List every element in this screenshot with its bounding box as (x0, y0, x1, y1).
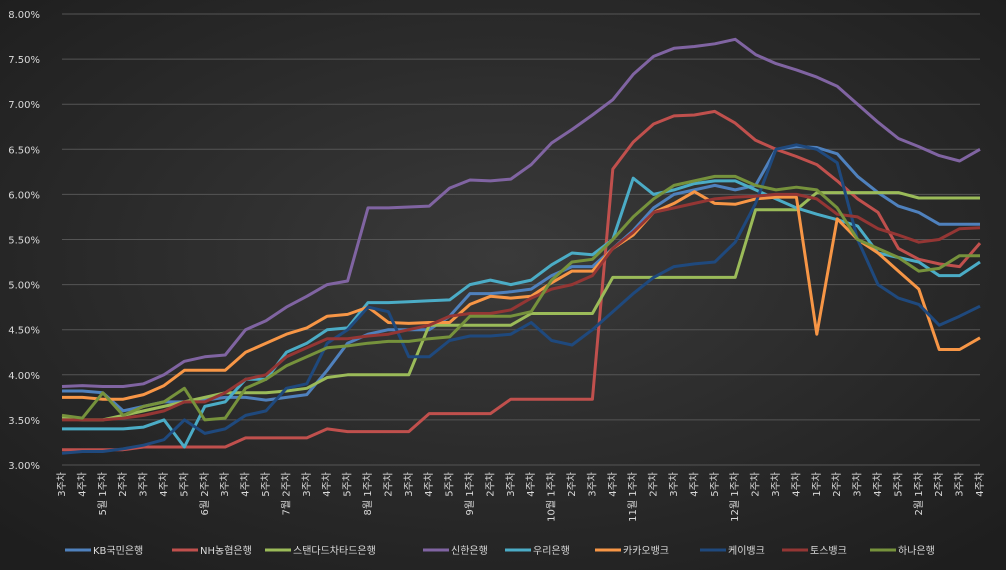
x-tick-label: 5주차 (342, 472, 354, 497)
x-tick-label: 5주차 (178, 472, 190, 497)
y-tick-label: 3.00% (8, 461, 40, 472)
x-tick-label: 5주차 (709, 472, 721, 497)
legend-label: 신한은행 (451, 545, 488, 557)
x-tick-label: 4주차 (240, 472, 252, 497)
legend-label: 스탠다드차타드은행 (293, 545, 376, 557)
legend-label: NH농협은행 (200, 544, 252, 557)
x-tick-label: 3주차 (852, 472, 864, 497)
x-tick-label: 4주차 (974, 472, 986, 497)
line-series (61, 174, 980, 422)
x-tick-label: 11월 1주차 (627, 472, 639, 522)
x-tick-label: 12월 1주차 (729, 472, 741, 522)
legend-label: 하나은행 (898, 544, 935, 557)
x-tick-label: 6월 2주차 (199, 472, 211, 516)
x-tick-label: 4주차 (872, 472, 884, 497)
x-tick-label: 5월 1주차 (97, 472, 109, 516)
x-tick-label: 2주차 (566, 472, 578, 497)
y-tick-label: 6.50% (8, 145, 40, 156)
x-tick-label: 2월 1주차 (913, 472, 925, 516)
x-tick-label: 4주차 (158, 472, 170, 497)
x-tick-label: 4주차 (688, 472, 700, 497)
x-tick-label: 3주차 (219, 472, 231, 497)
x-tick-label: 2주차 (750, 472, 762, 497)
x-tick-label: 3주차 (505, 472, 517, 497)
x-tick-label: 3주차 (56, 472, 68, 497)
x-tick-label: 2주차 (831, 472, 843, 497)
line-series (62, 176, 981, 449)
x-tick-label: 5주차 (444, 472, 456, 497)
line-series (62, 190, 981, 401)
y-tick-label: 6.00% (8, 190, 40, 201)
line-series (61, 143, 981, 455)
line-series (61, 191, 980, 422)
x-tick-label: 4주차 (790, 472, 802, 497)
line-series (61, 37, 981, 388)
y-tick-label: 5.00% (8, 281, 40, 292)
x-tick-label: 2주차 (382, 472, 394, 497)
y-tick-label: 7.00% (8, 100, 40, 111)
x-tick-label: 4주차 (525, 472, 537, 497)
x-tick-label: 3주차 (403, 472, 415, 497)
x-tick-label: 3주차 (954, 472, 966, 497)
x-tick-label: 2주차 (484, 472, 496, 497)
x-tick-label: 5주차 (892, 472, 904, 497)
y-tick-label: 4.50% (8, 326, 40, 337)
x-tick-label: 3주차 (668, 472, 680, 497)
x-tick-label: 4주차 (321, 472, 333, 497)
x-tick-label: 7월 2주차 (280, 472, 292, 516)
x-tick-label: 9월 1주차 (464, 472, 476, 516)
y-tick-label: 4.00% (8, 371, 40, 382)
x-tick-label: 2주차 (648, 472, 660, 497)
x-tick-label: 4주차 (423, 472, 435, 497)
x-tick-label: 3주차 (138, 472, 150, 497)
legend-label: 토스뱅크 (810, 545, 847, 557)
line-series (62, 192, 981, 422)
x-tick-label: 10월 1주차 (546, 472, 558, 522)
y-tick-label: 8.00% (8, 10, 40, 21)
line-series (62, 109, 982, 452)
x-tick-label: 5주차 (260, 472, 272, 497)
x-tick-label: 3주차 (301, 472, 313, 497)
x-tick-label: 2주차 (933, 472, 945, 497)
x-tick-label: 1주차 (811, 472, 823, 497)
x-tick-label: 2주차 (117, 472, 129, 497)
legend-label: 카카오뱅크 (623, 545, 669, 557)
x-tick-label: 8월 1주차 (362, 472, 374, 516)
y-tick-label: 7.50% (8, 55, 40, 66)
x-tick-label: 4주차 (76, 472, 88, 497)
x-tick-label: 4주차 (607, 472, 619, 497)
legend-label: 케이뱅크 (728, 545, 765, 557)
y-tick-label: 5.50% (8, 236, 40, 247)
x-tick-label: 3주차 (770, 472, 782, 497)
legend-label: KB국민은행 (93, 545, 143, 557)
y-tick-label: 3.50% (8, 416, 40, 427)
x-tick-label: 3주차 (586, 472, 598, 497)
legend-label: 우리은행 (533, 545, 570, 557)
